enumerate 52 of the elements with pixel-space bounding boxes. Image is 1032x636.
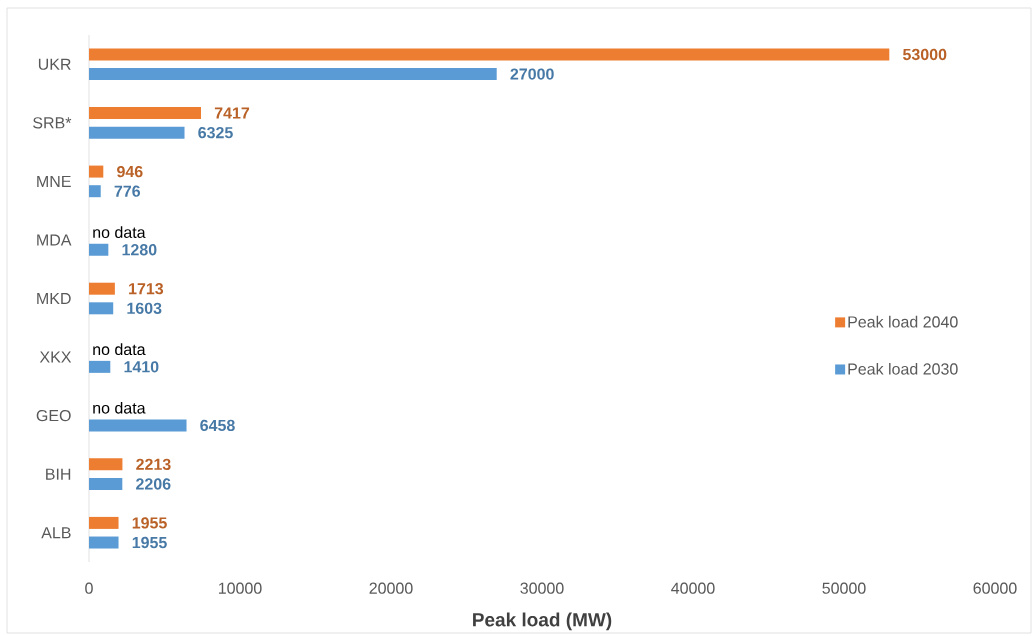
y-tick-label: BIH xyxy=(46,468,71,480)
x-tick-label: 0 xyxy=(85,582,93,594)
bar xyxy=(89,516,119,529)
data-label: 2213 xyxy=(136,458,171,471)
y-tick-label: ALB xyxy=(41,527,71,539)
data-label: 6458 xyxy=(200,419,235,432)
bar xyxy=(89,302,114,315)
legend-label: Peak load 2040 xyxy=(848,315,958,328)
annotation: no data xyxy=(93,226,146,239)
data-label: 776 xyxy=(114,185,141,197)
y-tick-label: MKD xyxy=(37,292,71,304)
x-tick-label: 30000 xyxy=(520,582,564,594)
bar xyxy=(89,477,123,490)
data-label: 1603 xyxy=(127,302,162,314)
bar xyxy=(89,165,104,178)
legend-label: Peak load 2030 xyxy=(848,362,958,375)
bar xyxy=(89,419,187,432)
data-label: 1955 xyxy=(132,536,167,549)
data-label: 7417 xyxy=(214,107,250,119)
bar xyxy=(89,68,497,81)
annotation: no data xyxy=(93,343,146,356)
bar xyxy=(89,107,202,120)
data-label: 1713 xyxy=(129,283,164,295)
x-tick-label: 20000 xyxy=(369,582,413,594)
x-tick-label: 60000 xyxy=(973,582,1017,594)
y-tick-label: XKX xyxy=(39,351,72,363)
x-axis-title: Peak load (MW) xyxy=(473,612,612,631)
data-label: 1280 xyxy=(122,244,157,256)
y-tick-label: MDA xyxy=(37,234,72,246)
bar xyxy=(89,126,185,139)
annotation: no data xyxy=(93,401,146,414)
x-tick-label: 50000 xyxy=(822,582,866,594)
data-label: 946 xyxy=(117,165,143,178)
data-label: 2206 xyxy=(136,478,171,490)
bar xyxy=(89,243,109,256)
data-label: 6325 xyxy=(198,126,233,139)
bar xyxy=(89,458,123,471)
bar xyxy=(89,48,890,61)
bar xyxy=(89,536,119,549)
y-tick-label: UKR xyxy=(38,58,71,70)
data-label: 1955 xyxy=(132,517,167,529)
y-tick-label: SRB* xyxy=(33,117,72,129)
x-tick-label: 40000 xyxy=(671,582,715,594)
data-label: 27000 xyxy=(510,68,554,80)
x-tick-label: 10000 xyxy=(218,582,262,594)
bar xyxy=(89,282,115,295)
bar xyxy=(89,360,111,373)
data-label: 1410 xyxy=(124,361,159,373)
bar xyxy=(89,185,101,198)
y-tick-label: GEO xyxy=(36,409,71,422)
y-tick-label: MNE xyxy=(37,175,71,187)
data-label: 53000 xyxy=(902,48,947,61)
